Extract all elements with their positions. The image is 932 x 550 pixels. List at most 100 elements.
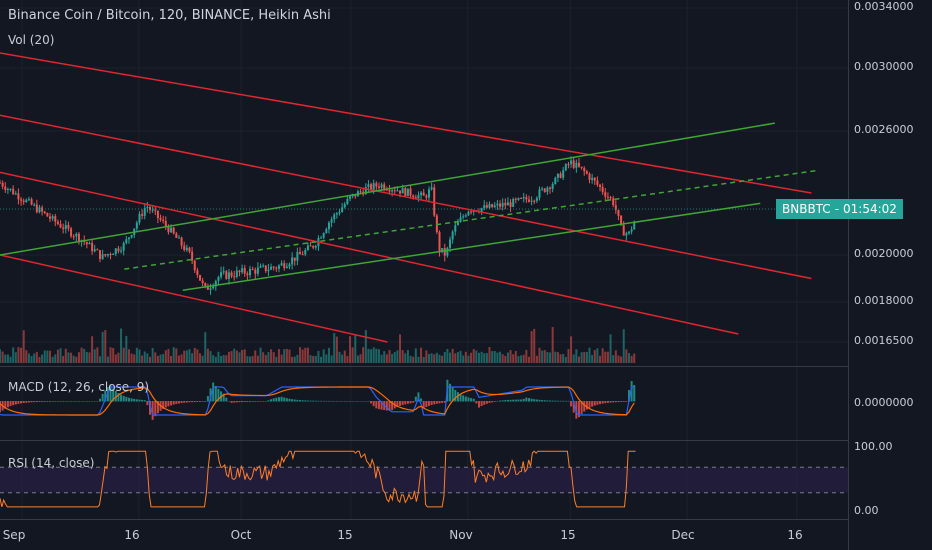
volume-bar xyxy=(283,349,286,363)
candle-body xyxy=(143,208,146,216)
macd-histogram-bar xyxy=(170,401,173,406)
channel-line xyxy=(182,202,761,291)
macd-histogram-bar xyxy=(222,393,225,402)
volume-bar xyxy=(38,356,41,363)
volume-bar xyxy=(59,348,62,363)
candle-body xyxy=(630,229,633,232)
macd-histogram-bar xyxy=(459,393,462,402)
volume-bar xyxy=(570,336,573,363)
macd-histogram-bar xyxy=(149,401,152,415)
time-axis-line xyxy=(0,519,932,520)
candle-body xyxy=(456,222,459,226)
volume-bar xyxy=(77,352,80,363)
macd-histogram-bar xyxy=(64,401,67,402)
macd-histogram-bar xyxy=(546,400,549,402)
candle-body xyxy=(391,190,394,192)
volume-bar xyxy=(149,356,152,363)
candle-body xyxy=(222,271,225,273)
volume-bar xyxy=(409,355,412,363)
volume-bar xyxy=(380,354,383,363)
candle-body xyxy=(383,184,386,190)
macd-histogram-bar xyxy=(349,400,352,402)
candle-body xyxy=(254,269,257,274)
volume-bar xyxy=(506,352,509,363)
macd-legend[interactable]: MACD (12, 26, close, 9) xyxy=(8,380,150,394)
volume-legend[interactable]: Vol (20) xyxy=(8,33,55,47)
candles xyxy=(0,156,776,295)
candle-body xyxy=(277,265,280,269)
macd-histogram-bar xyxy=(154,401,157,417)
candle-body xyxy=(420,192,423,196)
volume-bar xyxy=(288,349,291,363)
macd-histogram-bar xyxy=(291,399,294,402)
candle-body xyxy=(504,202,507,206)
pane-divider[interactable] xyxy=(0,440,932,441)
volume-bar xyxy=(625,349,628,363)
macd-histogram-bar xyxy=(127,397,130,402)
candle-body xyxy=(62,227,65,229)
candle-body xyxy=(501,202,504,207)
volume-bar xyxy=(259,347,262,363)
volume-bar xyxy=(343,350,346,363)
candle-body xyxy=(485,205,488,208)
candle-body xyxy=(159,218,162,220)
pane-divider[interactable] xyxy=(0,366,932,367)
macd-histogram-bar xyxy=(488,401,491,403)
candle-body xyxy=(125,239,128,244)
channel-line xyxy=(0,52,812,194)
candle-body xyxy=(35,204,38,213)
volume-bar xyxy=(238,352,241,363)
badge-symbol: BNBBTC xyxy=(782,202,831,216)
volume-bar xyxy=(564,356,567,363)
volume-bar xyxy=(591,355,594,363)
volume-bar xyxy=(401,350,404,363)
volume-bar xyxy=(599,355,602,363)
volume-bar xyxy=(117,352,120,363)
volume-bar xyxy=(175,348,178,363)
price-axis[interactable] xyxy=(848,0,932,550)
volume-bar xyxy=(112,347,115,363)
macd-histogram-bar xyxy=(562,400,565,402)
macd-histogram-bar xyxy=(138,399,141,402)
candle-body xyxy=(27,199,30,201)
volume-bar xyxy=(438,354,441,363)
macd-histogram-bar xyxy=(285,398,288,402)
volume-bar xyxy=(622,329,625,363)
candle-body xyxy=(46,213,49,217)
candle-body xyxy=(596,180,599,185)
volume-bar xyxy=(193,347,196,363)
candle-body xyxy=(20,199,23,201)
candle-body xyxy=(175,233,178,238)
macd-histogram-bar xyxy=(567,400,570,402)
volume-bar xyxy=(30,355,33,363)
volume-bar xyxy=(375,348,378,363)
macd-histogram-bar xyxy=(180,401,183,404)
macd-histogram-bar xyxy=(435,401,438,404)
macd-histogram-bar xyxy=(556,400,559,402)
macd-histogram-bar xyxy=(422,401,425,409)
rsi-legend[interactable]: RSI (14, close) xyxy=(8,456,95,470)
volume-bar xyxy=(441,355,444,363)
volume-bar xyxy=(301,349,304,363)
macd-histogram-bar xyxy=(12,401,15,406)
candle-body xyxy=(488,204,491,208)
volume-bar xyxy=(359,354,362,363)
macd-histogram-bar xyxy=(456,392,459,402)
volume-bar xyxy=(614,350,617,363)
candle-body xyxy=(135,222,138,229)
volume-bar xyxy=(280,354,283,363)
macd-histogram-bar xyxy=(388,401,391,411)
macd-histogram-bar xyxy=(543,400,546,402)
volume-bar xyxy=(435,352,438,363)
macd-histogram-bar xyxy=(451,387,454,402)
candle-body xyxy=(104,254,107,256)
volume-bar xyxy=(6,354,9,363)
rsi-tick: 100.00 xyxy=(854,440,893,453)
macd-histogram-bar xyxy=(464,396,467,402)
volume-bar xyxy=(417,356,420,363)
macd-histogram-bar xyxy=(259,401,262,402)
macd-histogram-bar xyxy=(262,401,265,402)
price-tick: 0.0030000 xyxy=(854,60,914,73)
candle-body xyxy=(201,280,204,284)
